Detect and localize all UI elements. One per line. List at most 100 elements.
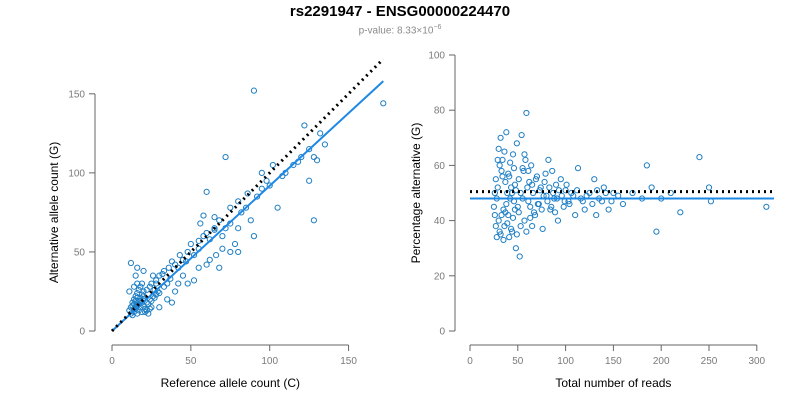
right-data-point: [515, 209, 522, 216]
right-data-point: [506, 234, 513, 241]
right-data-point: [503, 129, 510, 136]
right-data-point: [517, 223, 524, 230]
left-data-point: [212, 252, 220, 259]
right-x-tick-label: 0: [467, 356, 473, 367]
right-data-point: [619, 200, 627, 208]
right-y-tick-label: 60: [434, 161, 446, 172]
left-x-tick-label: 100: [261, 356, 278, 367]
right-data-point: [492, 176, 499, 183]
left-data-point: [301, 122, 308, 129]
left-data-point: [171, 261, 179, 268]
left-y-tick-label: 100: [68, 168, 85, 179]
left-data-point: [156, 304, 163, 311]
right-data-point: [529, 223, 536, 230]
left-data-point: [129, 299, 136, 306]
left-data-point: [171, 288, 179, 295]
left-data-point: [137, 283, 144, 290]
left-y-axis-title: Alternative allele count (G): [47, 142, 61, 283]
left-y-tick-label: 150: [68, 89, 85, 100]
right-data-point: [512, 245, 519, 252]
right-data-point: [491, 211, 498, 219]
left-data-point: [310, 153, 317, 161]
left-data-point: [247, 217, 254, 224]
right-data-point: [503, 200, 510, 208]
left-data-point: [179, 272, 187, 279]
right-data-point: [593, 211, 600, 219]
left-data-point: [235, 248, 242, 256]
right-data-point: [527, 203, 534, 210]
left-data-point: [211, 214, 218, 221]
left-data-point: [164, 296, 171, 303]
right-data-point: [696, 154, 703, 161]
right-data-point: [542, 170, 549, 177]
right-data-point: [513, 231, 520, 238]
right-data-point: [538, 206, 545, 213]
p-value-text: p-value: 8.33×10: [358, 25, 434, 37]
right-data-point: [531, 211, 539, 219]
right-data-point: [507, 159, 514, 166]
right-data-point: [523, 228, 530, 235]
right-data-point: [505, 170, 512, 177]
right-data-point: [541, 178, 548, 186]
left-data-point: [195, 264, 202, 271]
right-data-point: [499, 173, 506, 180]
left-data-point: [203, 261, 210, 268]
left-data-point: [380, 100, 387, 107]
right-data-point: [527, 214, 534, 221]
right-data-point: [519, 165, 526, 172]
left-data-point: [126, 288, 133, 295]
right-data-point: [551, 209, 559, 216]
left-data-point: [250, 87, 258, 94]
right-y-tick-label: 0: [439, 327, 445, 338]
left-x-tick-label: 50: [185, 356, 197, 367]
right-y-axis-title: Percentage alternative (G): [409, 123, 423, 264]
right-data-point: [508, 228, 516, 235]
left-data-point: [190, 277, 198, 284]
right-data-point: [511, 181, 519, 188]
left-data-point: [222, 153, 229, 161]
left-data-point: [298, 153, 305, 161]
right-data-point: [653, 228, 660, 235]
left-data-point: [184, 248, 191, 256]
left-data-point: [190, 252, 198, 259]
left-data-point: [153, 277, 160, 284]
right-data-point: [502, 209, 509, 216]
left-data-point: [127, 310, 135, 317]
right-data-point: [600, 184, 607, 191]
right-data-point: [490, 203, 497, 210]
right-data-point: [591, 176, 598, 183]
right-data-point: [554, 217, 562, 224]
left-data-point: [179, 256, 187, 263]
right-data-point: [525, 167, 532, 175]
right-data-point: [677, 209, 684, 216]
right-data-point: [513, 140, 520, 147]
right-data-point: [495, 145, 502, 152]
right-data-point: [763, 203, 770, 210]
right-data-point: [522, 156, 529, 163]
left-data-point: [143, 286, 150, 293]
right-data-point: [548, 203, 555, 210]
left-data-point: [168, 258, 176, 265]
right-data-point: [509, 214, 517, 221]
left-data-point: [165, 264, 172, 271]
left-data-point: [175, 280, 182, 287]
right-y-tick-label: 80: [434, 106, 446, 117]
left-data-point: [274, 204, 281, 211]
left-data-point: [203, 229, 210, 237]
left-data-point: [219, 245, 226, 252]
right-data-point: [537, 184, 544, 191]
right-data-point: [589, 200, 596, 208]
right-data-point: [495, 217, 502, 224]
left-data-point: [146, 305, 153, 312]
right-data-point: [563, 181, 570, 188]
right-data-point: [549, 167, 556, 175]
right-data-point: [572, 211, 579, 219]
left-data-point: [244, 190, 251, 197]
right-data-point: [515, 176, 522, 183]
right-data-point: [566, 200, 573, 208]
right-data-point: [509, 151, 517, 158]
left-data-point: [130, 283, 138, 290]
right-data-point: [643, 162, 650, 169]
left-data-point: [160, 267, 168, 275]
left-data-point: [127, 259, 135, 267]
